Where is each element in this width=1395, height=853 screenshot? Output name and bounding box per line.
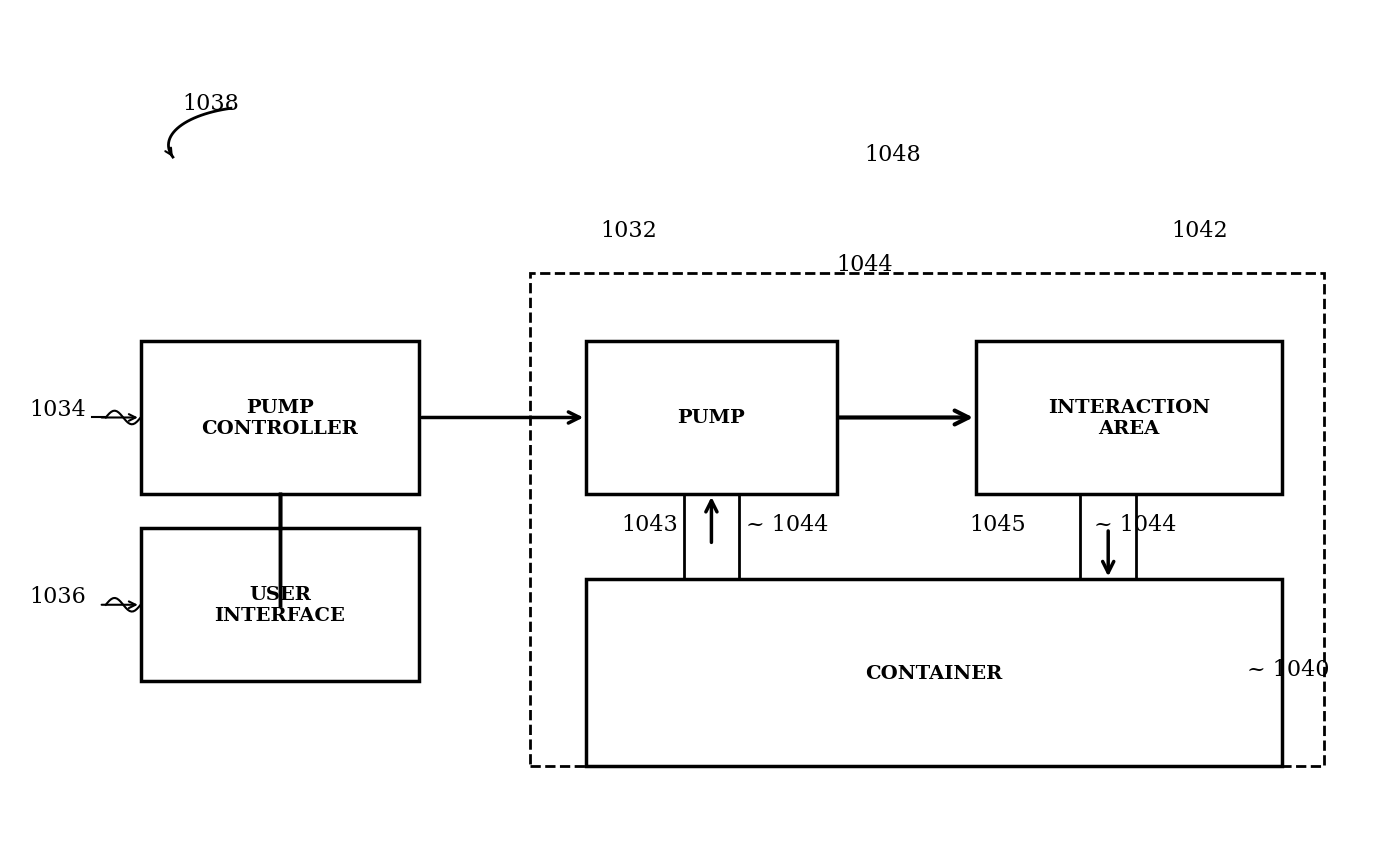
FancyBboxPatch shape bbox=[976, 341, 1282, 495]
FancyBboxPatch shape bbox=[530, 274, 1324, 767]
Text: INTERACTION
AREA: INTERACTION AREA bbox=[1048, 398, 1209, 438]
Text: 1036: 1036 bbox=[29, 585, 86, 607]
Text: ~ 1040: ~ 1040 bbox=[1247, 658, 1329, 680]
Text: 1038: 1038 bbox=[183, 92, 240, 114]
Text: 1045: 1045 bbox=[970, 514, 1025, 536]
FancyBboxPatch shape bbox=[141, 529, 418, 682]
Text: PUMP
CONTROLLER: PUMP CONTROLLER bbox=[201, 398, 359, 438]
Text: 1044: 1044 bbox=[837, 254, 893, 276]
FancyBboxPatch shape bbox=[586, 579, 1282, 767]
Text: ~ 1044: ~ 1044 bbox=[1094, 514, 1176, 536]
FancyBboxPatch shape bbox=[141, 341, 418, 495]
Text: PUMP: PUMP bbox=[678, 409, 745, 427]
FancyBboxPatch shape bbox=[586, 341, 837, 495]
Text: 1034: 1034 bbox=[29, 398, 86, 421]
Text: 1043: 1043 bbox=[621, 514, 678, 536]
Text: CONTAINER: CONTAINER bbox=[865, 664, 1003, 682]
Text: 1042: 1042 bbox=[1170, 220, 1228, 242]
Text: ~ 1044: ~ 1044 bbox=[746, 514, 829, 536]
Text: 1032: 1032 bbox=[600, 220, 657, 242]
Text: USER
INTERFACE: USER INTERFACE bbox=[215, 586, 346, 624]
Text: 1048: 1048 bbox=[865, 143, 921, 165]
